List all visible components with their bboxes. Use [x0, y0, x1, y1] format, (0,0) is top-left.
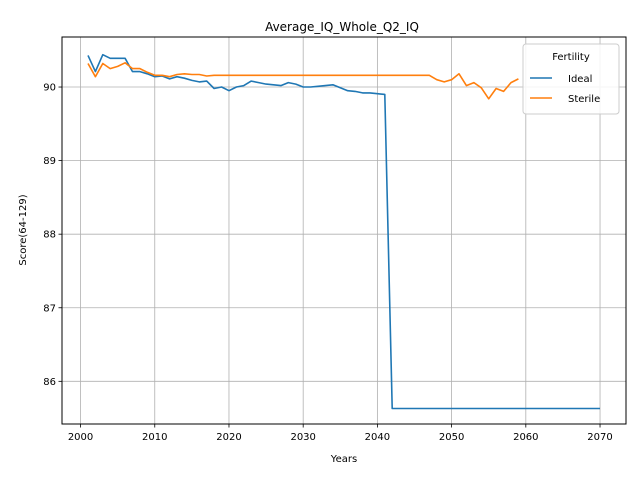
- chart-title: Average_IQ_Whole_Q2_IQ: [265, 20, 419, 34]
- y-tick-label: 90: [43, 83, 56, 94]
- x-tick-label: 2000: [68, 432, 93, 443]
- x-tick-label: 2020: [216, 432, 241, 443]
- legend-label-ideal: Ideal: [568, 74, 592, 85]
- x-tick-label: 2030: [290, 432, 315, 443]
- axis-ticks: 2000 2010 2020 2030 2040 2050 2060 2070 86 87 88 89…: [43, 83, 612, 443]
- y-tick-label: 87: [43, 303, 56, 314]
- series-line-sterile: [87, 61, 519, 100]
- y-axis-label: Score(64-129): [18, 194, 29, 265]
- y-tick-label: 86: [43, 377, 56, 388]
- y-tick-label: 89: [43, 156, 56, 167]
- y-tick-label: 88: [43, 230, 56, 241]
- x-tick-label: 2060: [513, 432, 538, 443]
- x-tick-label: 2010: [142, 432, 167, 443]
- x-tick-label: 2070: [587, 432, 612, 443]
- series-line-ideal: [87, 53, 600, 410]
- x-axis-label: Years: [330, 454, 357, 465]
- series-lines: [87, 53, 600, 410]
- x-tick-label: 2040: [365, 432, 390, 443]
- legend-title: Fertility: [552, 52, 590, 63]
- legend-label-sterile: Sterile: [568, 94, 600, 105]
- x-tick-label: 2050: [439, 432, 464, 443]
- legend: Fertility Ideal Sterile: [522, 43, 620, 115]
- plot-area-frame: [61, 36, 627, 425]
- legend-box: [522, 43, 620, 115]
